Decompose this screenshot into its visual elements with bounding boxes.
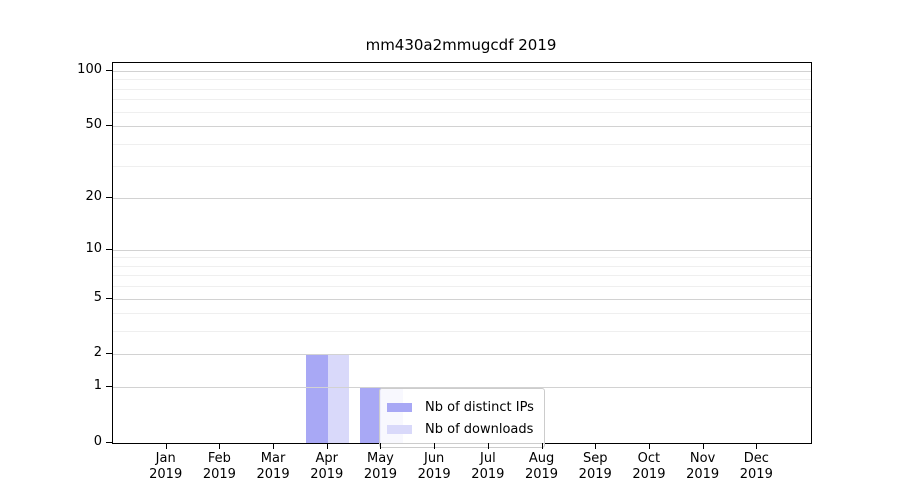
gridline-minor-y4 — [113, 313, 811, 315]
x-tick-month: May — [367, 451, 394, 466]
gridline-major-y5 — [113, 298, 811, 300]
y-tick-mark-20 — [106, 196, 112, 198]
gridline-major-y10 — [113, 249, 811, 251]
x-tick-label-mar: Mar 2019 — [243, 451, 303, 483]
x-tick-year: 2019 — [632, 467, 666, 482]
x-tick-year: 2019 — [524, 467, 559, 482]
x-tick-mark-may — [380, 443, 382, 449]
x-tick-month: Dec — [743, 451, 769, 466]
gridline-minor-y3 — [113, 331, 811, 333]
x-tick-mark-jan — [165, 443, 167, 449]
x-tick-year: 2019 — [363, 467, 397, 482]
y-tick-label-10: 10 — [85, 240, 102, 256]
gridline-minor-y70 — [113, 99, 811, 101]
x-tick-month: Jul — [480, 451, 496, 466]
y-tick-mark-10 — [106, 248, 112, 250]
x-tick-mark-sep — [595, 443, 597, 449]
x-tick-month: Apr — [315, 451, 339, 466]
y-tick-label-50: 50 — [85, 117, 102, 133]
legend-swatch-icon — [387, 424, 412, 434]
gridline-minor-y40 — [113, 143, 811, 145]
y-tick-mark-1 — [106, 386, 112, 388]
legend-swatch-icon — [387, 402, 412, 412]
x-tick-month: Mar — [260, 451, 286, 466]
x-tick-mark-feb — [219, 443, 221, 449]
gridline-minor-y8 — [113, 265, 811, 267]
y-tick-label-100: 100 — [77, 62, 102, 77]
x-tick-mark-mar — [273, 443, 275, 449]
x-tick-mark-jun — [434, 443, 436, 449]
y-tick-label-2: 2 — [93, 345, 102, 361]
y-tick-label-1: 1 — [93, 378, 102, 394]
gridline-minor-y90 — [113, 79, 811, 81]
x-tick-mark-nov — [702, 443, 704, 449]
x-tick-label-feb: Feb 2019 — [189, 451, 249, 483]
x-tick-mark-jul — [487, 443, 489, 449]
gridline-major-y50 — [113, 126, 811, 128]
gridline-major-y20 — [113, 197, 811, 199]
x-tick-mark-apr — [326, 443, 328, 449]
x-tick-year: 2019 — [471, 467, 505, 482]
x-tick-month: Aug — [528, 451, 555, 466]
gridline-minor-y80 — [113, 88, 811, 90]
x-tick-year: 2019 — [256, 467, 290, 482]
legend: Nb of distinct IPs Nb of downloads — [379, 388, 545, 448]
bar-nb-of-downloads-apr — [327, 354, 350, 443]
legend-label: Nb of distinct IPs — [425, 399, 534, 415]
y-tick-label-5: 5 — [93, 289, 102, 305]
x-tick-year: 2019 — [417, 467, 451, 482]
legend-entry: Nb of downloads — [387, 418, 535, 440]
x-tick-month: Nov — [689, 451, 716, 466]
x-tick-month: Oct — [637, 451, 661, 466]
x-tick-label-may: May 2019 — [350, 451, 410, 483]
gridline-minor-y7 — [113, 275, 811, 277]
x-tick-mark-aug — [541, 443, 543, 449]
bar-nb-of-distinct-ips-apr — [306, 354, 328, 443]
x-tick-label-oct: Oct 2019 — [619, 451, 679, 483]
x-tick-label-dec: Dec 2019 — [726, 451, 786, 483]
x-tick-year: 2019 — [578, 467, 612, 482]
x-tick-label-jun: Jun 2019 — [404, 451, 464, 483]
x-tick-month: Jan — [155, 451, 176, 466]
y-tick-mark-0 — [106, 442, 112, 443]
x-tick-label-aug: Aug 2019 — [512, 451, 572, 483]
x-tick-mark-oct — [648, 443, 650, 449]
x-tick-month: Jun — [423, 451, 445, 466]
gridline-minor-y9 — [113, 257, 811, 259]
legend-entry: Nb of distinct IPs — [387, 396, 535, 418]
x-tick-year: 2019 — [310, 467, 344, 482]
x-tick-year: 2019 — [686, 467, 720, 482]
y-tick-mark-100 — [106, 70, 112, 71]
gridline-minor-y30 — [113, 166, 811, 168]
plot-area: Nb of distinct IPs Nb of downloads — [112, 62, 812, 448]
gridline-major-y2 — [113, 354, 811, 356]
y-tick-label-20: 20 — [85, 188, 102, 204]
x-tick-label-jan: Jan 2019 — [136, 451, 196, 483]
bar-nb-of-distinct-ips-may — [359, 387, 382, 443]
x-tick-year: 2019 — [739, 467, 773, 482]
y-tick-mark-50 — [106, 125, 112, 127]
chart-title: mm430a2mmugcdf 2019 — [365, 36, 557, 54]
y-tick-label-0: 0 — [93, 434, 102, 449]
x-tick-year: 2019 — [149, 467, 183, 482]
gridline-minor-y60 — [113, 111, 811, 113]
x-tick-month: Feb — [207, 451, 231, 466]
x-tick-label-jul: Jul 2019 — [458, 451, 518, 483]
x-tick-label-nov: Nov 2019 — [673, 451, 733, 483]
legend-label: Nb of downloads — [425, 421, 534, 437]
x-tick-year: 2019 — [202, 467, 236, 482]
x-tick-label-sep: Sep 2019 — [565, 451, 625, 483]
y-tick-mark-2 — [106, 353, 112, 355]
y-tick-mark-5 — [106, 297, 112, 299]
gridline-major-y1 — [113, 387, 811, 389]
gridline-minor-y6 — [113, 286, 811, 288]
x-tick-month: Sep — [582, 451, 608, 466]
x-tick-label-apr: Apr 2019 — [297, 451, 357, 483]
gridline-major-y100 — [113, 71, 811, 72]
x-tick-mark-dec — [756, 443, 758, 449]
